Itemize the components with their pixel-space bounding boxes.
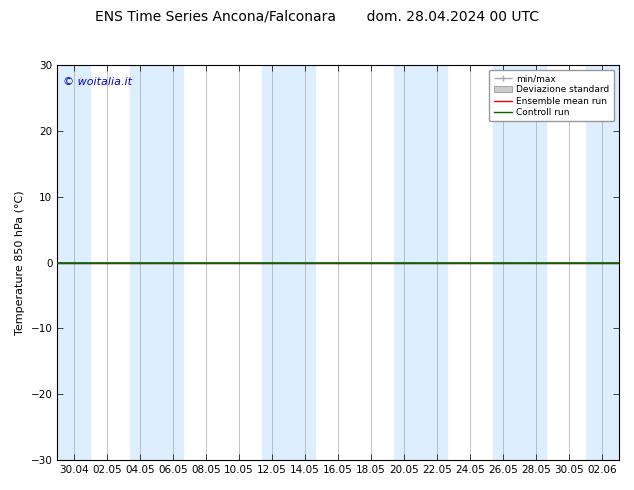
Legend: min/max, Deviazione standard, Ensemble mean run, Controll run: min/max, Deviazione standard, Ensemble m… <box>489 70 614 122</box>
Bar <box>262 65 315 460</box>
Bar <box>394 65 447 460</box>
Bar <box>57 65 90 460</box>
Text: ENS Time Series Ancona/Falconara       dom. 28.04.2024 00 UTC: ENS Time Series Ancona/Falconara dom. 28… <box>95 10 539 24</box>
Y-axis label: Temperature 850 hPa (°C): Temperature 850 hPa (°C) <box>15 190 25 335</box>
Bar <box>586 65 619 460</box>
Bar <box>130 65 183 460</box>
Text: © woitalia.it: © woitalia.it <box>63 77 132 87</box>
Bar <box>493 65 546 460</box>
